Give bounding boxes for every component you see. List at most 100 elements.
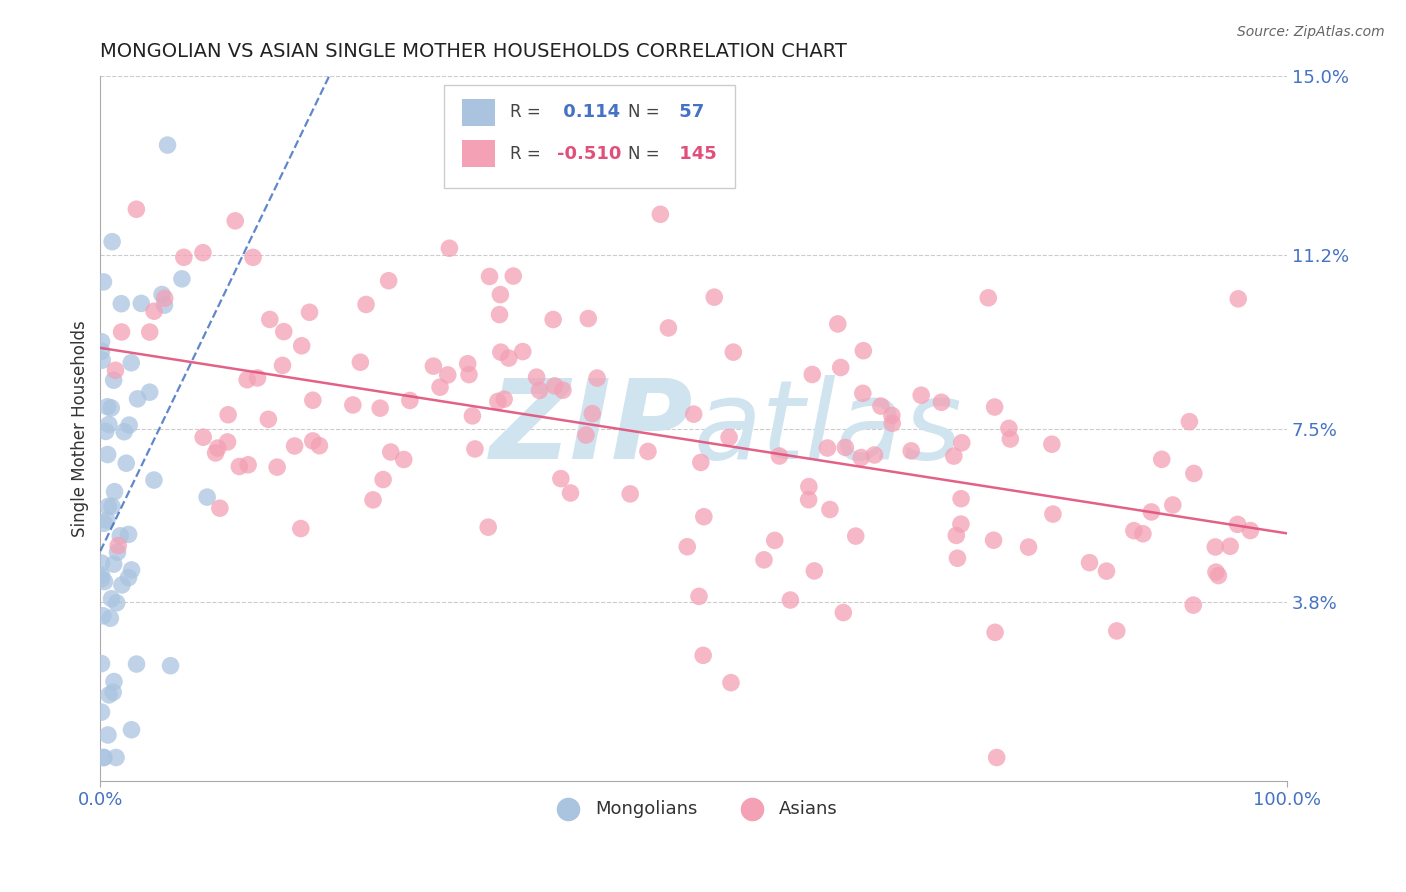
Point	[110, 296, 132, 310]
Point	[354, 297, 377, 311]
Point	[107, 539, 129, 553]
Point	[138, 325, 160, 339]
Point	[429, 380, 451, 394]
Point	[830, 360, 852, 375]
Point	[125, 202, 148, 217]
Point	[439, 241, 461, 255]
Point	[90, 705, 112, 719]
Point	[983, 400, 1005, 414]
Point	[1205, 565, 1227, 579]
Point	[1105, 624, 1128, 638]
Point	[349, 355, 371, 369]
Point	[105, 750, 128, 764]
Point	[657, 321, 679, 335]
Point	[852, 343, 875, 358]
Point	[832, 606, 855, 620]
Text: R =: R =	[510, 103, 540, 121]
Point	[93, 275, 115, 289]
Text: N =: N =	[628, 103, 659, 121]
Point	[153, 291, 176, 305]
Point	[91, 353, 114, 368]
Text: Source: ZipAtlas.com: Source: ZipAtlas.com	[1237, 25, 1385, 39]
Point	[436, 368, 458, 382]
Point	[103, 484, 125, 499]
Point	[692, 648, 714, 663]
Point	[870, 399, 893, 413]
Point	[560, 486, 582, 500]
Point	[308, 439, 330, 453]
Point	[1182, 598, 1205, 612]
Point	[156, 138, 179, 153]
Point	[129, 296, 152, 310]
Point	[101, 500, 124, 514]
Point	[90, 572, 112, 586]
Point	[949, 517, 972, 532]
Point	[98, 611, 121, 625]
Point	[117, 571, 139, 585]
Point	[103, 373, 125, 387]
Point	[986, 750, 1008, 764]
Point	[1182, 467, 1205, 481]
Point	[1219, 539, 1241, 553]
Point	[1161, 498, 1184, 512]
Point	[752, 553, 775, 567]
Point	[910, 388, 932, 402]
Point	[284, 439, 307, 453]
Point	[110, 325, 132, 339]
Point	[498, 351, 520, 365]
Point	[273, 325, 295, 339]
Point	[298, 305, 321, 319]
Point	[93, 516, 115, 531]
Point	[458, 368, 481, 382]
Point	[461, 409, 484, 423]
Point	[950, 491, 973, 506]
Point	[541, 312, 564, 326]
FancyBboxPatch shape	[463, 140, 495, 167]
Point	[1204, 540, 1226, 554]
Point	[945, 528, 967, 542]
Point	[236, 458, 259, 472]
Text: 145: 145	[673, 145, 717, 162]
Text: ZIP: ZIP	[491, 376, 693, 482]
Point	[97, 728, 120, 742]
Point	[100, 401, 122, 415]
Point	[120, 356, 142, 370]
Point	[97, 448, 120, 462]
Point	[693, 509, 716, 524]
Point	[1178, 415, 1201, 429]
Point	[422, 359, 444, 373]
Point	[942, 449, 965, 463]
Point	[1132, 526, 1154, 541]
Point	[984, 625, 1007, 640]
Point	[125, 657, 148, 671]
Point	[115, 456, 138, 470]
Point	[271, 359, 294, 373]
Point	[107, 545, 129, 559]
Point	[817, 441, 839, 455]
Point	[93, 750, 115, 764]
Point	[703, 290, 725, 304]
Point	[882, 417, 904, 431]
Point	[718, 430, 741, 444]
Point	[93, 574, 115, 589]
Point	[290, 522, 312, 536]
Point	[96, 513, 118, 527]
Point	[173, 250, 195, 264]
Point	[228, 459, 250, 474]
Point	[208, 501, 231, 516]
Point	[90, 657, 112, 671]
Point	[103, 674, 125, 689]
Point	[217, 408, 239, 422]
Point	[246, 371, 269, 385]
Point	[100, 591, 122, 606]
Point	[1239, 524, 1261, 538]
Point	[827, 317, 849, 331]
Point	[478, 269, 501, 284]
Point	[368, 401, 391, 416]
Point	[581, 407, 603, 421]
Point	[103, 557, 125, 571]
Point	[90, 334, 112, 349]
Point	[1040, 437, 1063, 451]
Point	[91, 608, 114, 623]
Point	[619, 487, 641, 501]
